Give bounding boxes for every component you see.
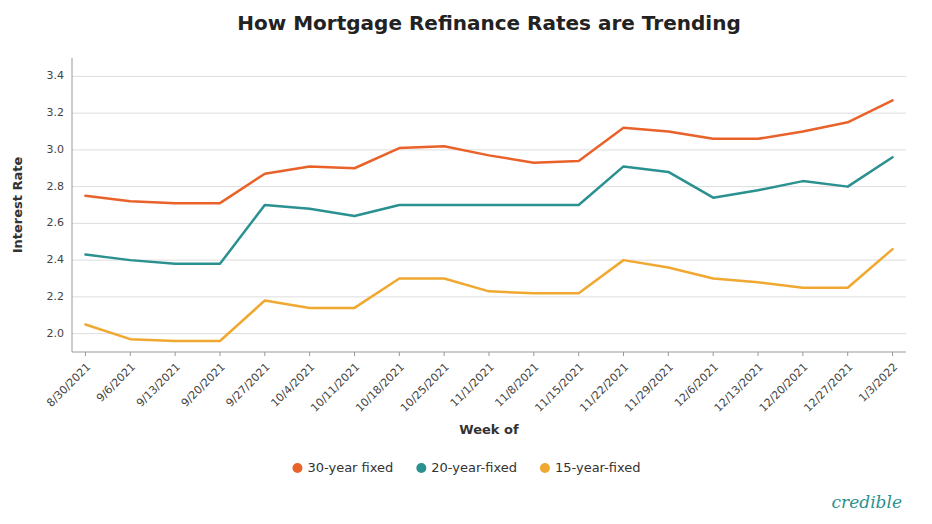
x-tick bbox=[578, 352, 579, 356]
x-tick bbox=[802, 352, 803, 356]
y-tick-label: 2.2 bbox=[47, 290, 65, 303]
x-tick bbox=[489, 352, 490, 356]
y-tick-label: 2.6 bbox=[47, 216, 65, 229]
legend-label: 30-year fixed bbox=[307, 460, 393, 475]
y-grid bbox=[72, 76, 906, 333]
x-tick-label: 12/27/2021 bbox=[801, 361, 855, 415]
x-tick bbox=[85, 352, 86, 356]
legend-swatch bbox=[292, 463, 302, 473]
legend-item: 15-year-fixed bbox=[540, 460, 641, 475]
x-axis-label: Week of bbox=[459, 422, 519, 437]
grid-line bbox=[72, 333, 906, 334]
y-tick-label: 3.0 bbox=[47, 143, 65, 156]
x-tick-label: 9/20/2021 bbox=[179, 361, 228, 410]
series-line bbox=[85, 157, 892, 264]
grid-line bbox=[72, 223, 906, 224]
grid-line bbox=[72, 296, 906, 297]
x-tick bbox=[309, 352, 310, 356]
legend-item: 20-year-fixed bbox=[416, 460, 517, 475]
chart-container: 2.0 2.2 2.4 2.6 2.8 3.0 3.2 3.4 8/30/20219/6/202… bbox=[0, 0, 932, 524]
x-tick-label: 9/6/2021 bbox=[94, 361, 138, 405]
x-tick bbox=[175, 352, 176, 356]
y-tick-label: 3.2 bbox=[47, 106, 65, 119]
x-tick-label: 1/3/2022 bbox=[856, 361, 900, 405]
annotation: credible bbox=[832, 492, 902, 512]
y-axis-label: Interest Rate bbox=[10, 157, 25, 254]
x-tick bbox=[399, 352, 400, 356]
lines bbox=[85, 100, 892, 341]
grid-line bbox=[72, 76, 906, 77]
legend-item: 30-year fixed bbox=[292, 460, 393, 475]
x-tick-label: 8/30/2021 bbox=[44, 361, 93, 410]
x-tick bbox=[130, 352, 131, 356]
legend-swatch bbox=[416, 463, 426, 473]
x-tick bbox=[219, 352, 220, 356]
x-tick bbox=[354, 352, 355, 356]
x-tick bbox=[668, 352, 669, 356]
x-tick-label: 9/13/2021 bbox=[134, 361, 183, 410]
y-tick-label: 2.4 bbox=[47, 253, 65, 266]
x-tick bbox=[444, 352, 445, 356]
x-tick bbox=[892, 352, 893, 356]
x-tick-label: 11/1/2021 bbox=[448, 361, 497, 410]
x-tick bbox=[713, 352, 714, 356]
y-tick-label: 2.8 bbox=[47, 180, 65, 193]
x-tick bbox=[623, 352, 624, 356]
grid-line bbox=[72, 260, 906, 261]
x-tick-label: 11/29/2021 bbox=[622, 361, 676, 415]
x-tick-label: 9/27/2021 bbox=[224, 361, 273, 410]
series-line bbox=[85, 249, 892, 341]
legend-label: 20-year-fixed bbox=[431, 460, 517, 475]
x-tick bbox=[758, 352, 759, 356]
legend-swatch bbox=[540, 463, 550, 473]
legend-label: 15-year-fixed bbox=[555, 460, 641, 475]
grid-line bbox=[72, 113, 906, 114]
y-tick-label: 3.4 bbox=[47, 69, 65, 82]
y-axis-line bbox=[72, 58, 73, 352]
x-tick-label: 10/25/2021 bbox=[398, 361, 452, 415]
legend: 30-year fixed 20-year-fixed 15-year-fixed bbox=[292, 460, 640, 475]
title: How Mortgage Refinance Rates are Trendin… bbox=[237, 11, 740, 35]
x-tick bbox=[847, 352, 848, 356]
x-tick bbox=[533, 352, 534, 356]
y-tick-label: 2.0 bbox=[47, 327, 65, 340]
chart: 2.0 2.2 2.4 2.6 2.8 3.0 3.2 3.4 8/30/20219/6/202… bbox=[0, 0, 932, 524]
grid-line bbox=[72, 149, 906, 150]
x-tick bbox=[264, 352, 265, 356]
